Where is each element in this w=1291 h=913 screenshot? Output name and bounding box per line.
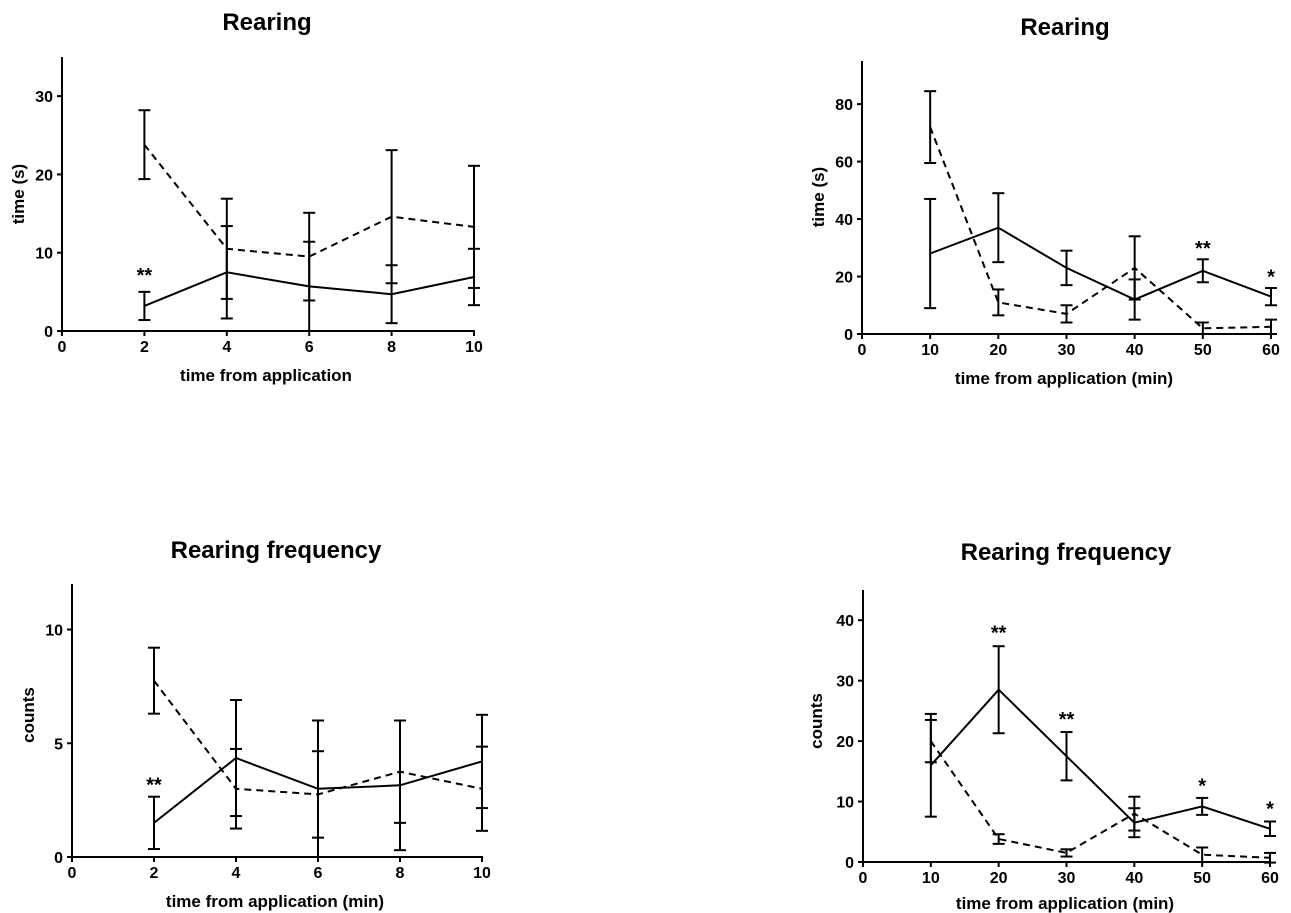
- significance-marker: **: [1059, 709, 1075, 731]
- x-tick-label: 4: [232, 865, 241, 882]
- y-tick-label: 10: [35, 246, 53, 263]
- significance-marker: **: [137, 265, 153, 287]
- x-tick-label: 30: [1058, 870, 1076, 887]
- plot-area: 0 2 4 6 8 10 0 5 10 **: [45, 584, 491, 882]
- error-bar-dashed: [924, 90, 937, 165]
- error-bar-dashed: [1060, 848, 1073, 858]
- chart-title: Rearing: [1020, 14, 1109, 41]
- y-axis-label: time (s): [9, 164, 28, 224]
- x-tick-label: 20: [990, 870, 1008, 887]
- chart-svg: Rearing time from application (min) time…: [809, 14, 1280, 388]
- chart-panel-rearing-frequency-long: Rearing frequency time from application …: [800, 520, 1291, 913]
- x-tick-label: 0: [58, 339, 67, 356]
- chart-title: Rearing frequency: [961, 539, 1172, 566]
- x-tick-label: 10: [921, 342, 939, 359]
- y-tick-label: 40: [835, 212, 853, 229]
- series-line-solid: [929, 226, 1272, 301]
- x-tick-label: 8: [387, 339, 396, 356]
- chart-panel-rearing-frequency-short: Rearing frequency time from application …: [0, 520, 600, 913]
- error-bar-solid: [1265, 287, 1277, 307]
- x-tick-label: 30: [1058, 342, 1076, 359]
- chart-panel-rearing-time-long: Rearing time from application (min) time…: [800, 0, 1291, 400]
- error-bar-dashed: [1196, 846, 1209, 863]
- y-tick-label: 40: [836, 613, 854, 630]
- x-tick-label: 8: [396, 865, 405, 882]
- x-tick-label: 10: [922, 870, 940, 887]
- error-bar-solid: [924, 197, 937, 310]
- x-tick-label: 4: [222, 339, 231, 356]
- y-tick-label: 5: [54, 736, 63, 753]
- y-tick-label: 20: [836, 734, 854, 751]
- y-tick-label: 30: [35, 89, 53, 106]
- error-bar-dashed: [138, 109, 151, 181]
- x-tick-label: 60: [1261, 870, 1279, 887]
- error-bar-dashed: [303, 211, 316, 302]
- chart-title: Rearing: [222, 9, 311, 36]
- chart-svg: Rearing time from application time (s) 0…: [9, 9, 483, 385]
- plot-area: 0 2 4 6 8 10 0 10 20 30 **: [35, 57, 483, 356]
- series-line-dashed: [929, 126, 1272, 330]
- y-tick-label: 0: [844, 327, 853, 344]
- x-tick-label: 20: [989, 342, 1007, 359]
- y-axis-label: counts: [19, 687, 38, 743]
- x-tick-label: 0: [858, 342, 867, 359]
- y-tick-label: 0: [44, 324, 53, 341]
- x-tick-label: 6: [305, 339, 314, 356]
- x-tick-label: 2: [140, 339, 149, 356]
- x-tick-label: 50: [1193, 870, 1211, 887]
- y-axis-label: counts: [807, 693, 826, 749]
- y-tick-label: 20: [835, 270, 853, 287]
- significance-marker: **: [991, 623, 1007, 645]
- y-axis-label: time (s): [809, 167, 828, 227]
- chart-panel-rearing-time-short: Rearing time from application time (s) 0…: [0, 0, 600, 400]
- y-tick-label: 10: [836, 795, 854, 812]
- x-tick-label: 60: [1262, 342, 1280, 359]
- y-tick-label: 0: [845, 855, 854, 872]
- x-tick-label: 10: [473, 865, 491, 882]
- significance-marker: *: [1266, 798, 1274, 820]
- chart-svg: Rearing frequency time from application …: [807, 539, 1279, 913]
- chart-svg: Rearing frequency time from application …: [19, 537, 491, 911]
- y-tick-label: 80: [835, 97, 853, 114]
- x-axis-label: time from application (min): [956, 894, 1174, 913]
- x-tick-label: 6: [314, 865, 323, 882]
- series-line-dashed: [153, 680, 483, 796]
- x-tick-label: 2: [150, 865, 159, 882]
- significance-marker: *: [1198, 776, 1206, 798]
- x-axis-label: time from application (min): [166, 892, 384, 911]
- x-tick-label: 10: [465, 339, 483, 356]
- error-bar-dashed: [148, 646, 160, 715]
- significance-marker: **: [1195, 238, 1211, 260]
- error-bar-dashed: [385, 149, 398, 285]
- x-tick-label: 50: [1194, 342, 1212, 359]
- error-bar-dashed: [1196, 321, 1209, 335]
- series-line-dashed: [143, 144, 475, 258]
- x-tick-label: 40: [1125, 870, 1143, 887]
- x-tick-label: 0: [68, 865, 77, 882]
- series-line-solid: [930, 688, 1271, 830]
- significance-marker: *: [1267, 267, 1275, 289]
- y-tick-label: 20: [35, 167, 53, 184]
- y-tick-label: 0: [54, 850, 63, 867]
- y-tick-label: 60: [835, 155, 853, 172]
- error-bar-solid: [138, 290, 151, 322]
- y-tick-label: 30: [836, 674, 854, 691]
- significance-marker: **: [146, 774, 162, 796]
- y-tick-label: 10: [45, 623, 63, 640]
- x-axis-label: time from application: [180, 366, 352, 385]
- chart-title: Rearing frequency: [171, 537, 382, 564]
- x-tick-label: 40: [1126, 342, 1144, 359]
- x-tick-label: 0: [859, 870, 868, 887]
- x-axis-label: time from application (min): [955, 369, 1173, 388]
- series-line-dashed: [929, 740, 1271, 859]
